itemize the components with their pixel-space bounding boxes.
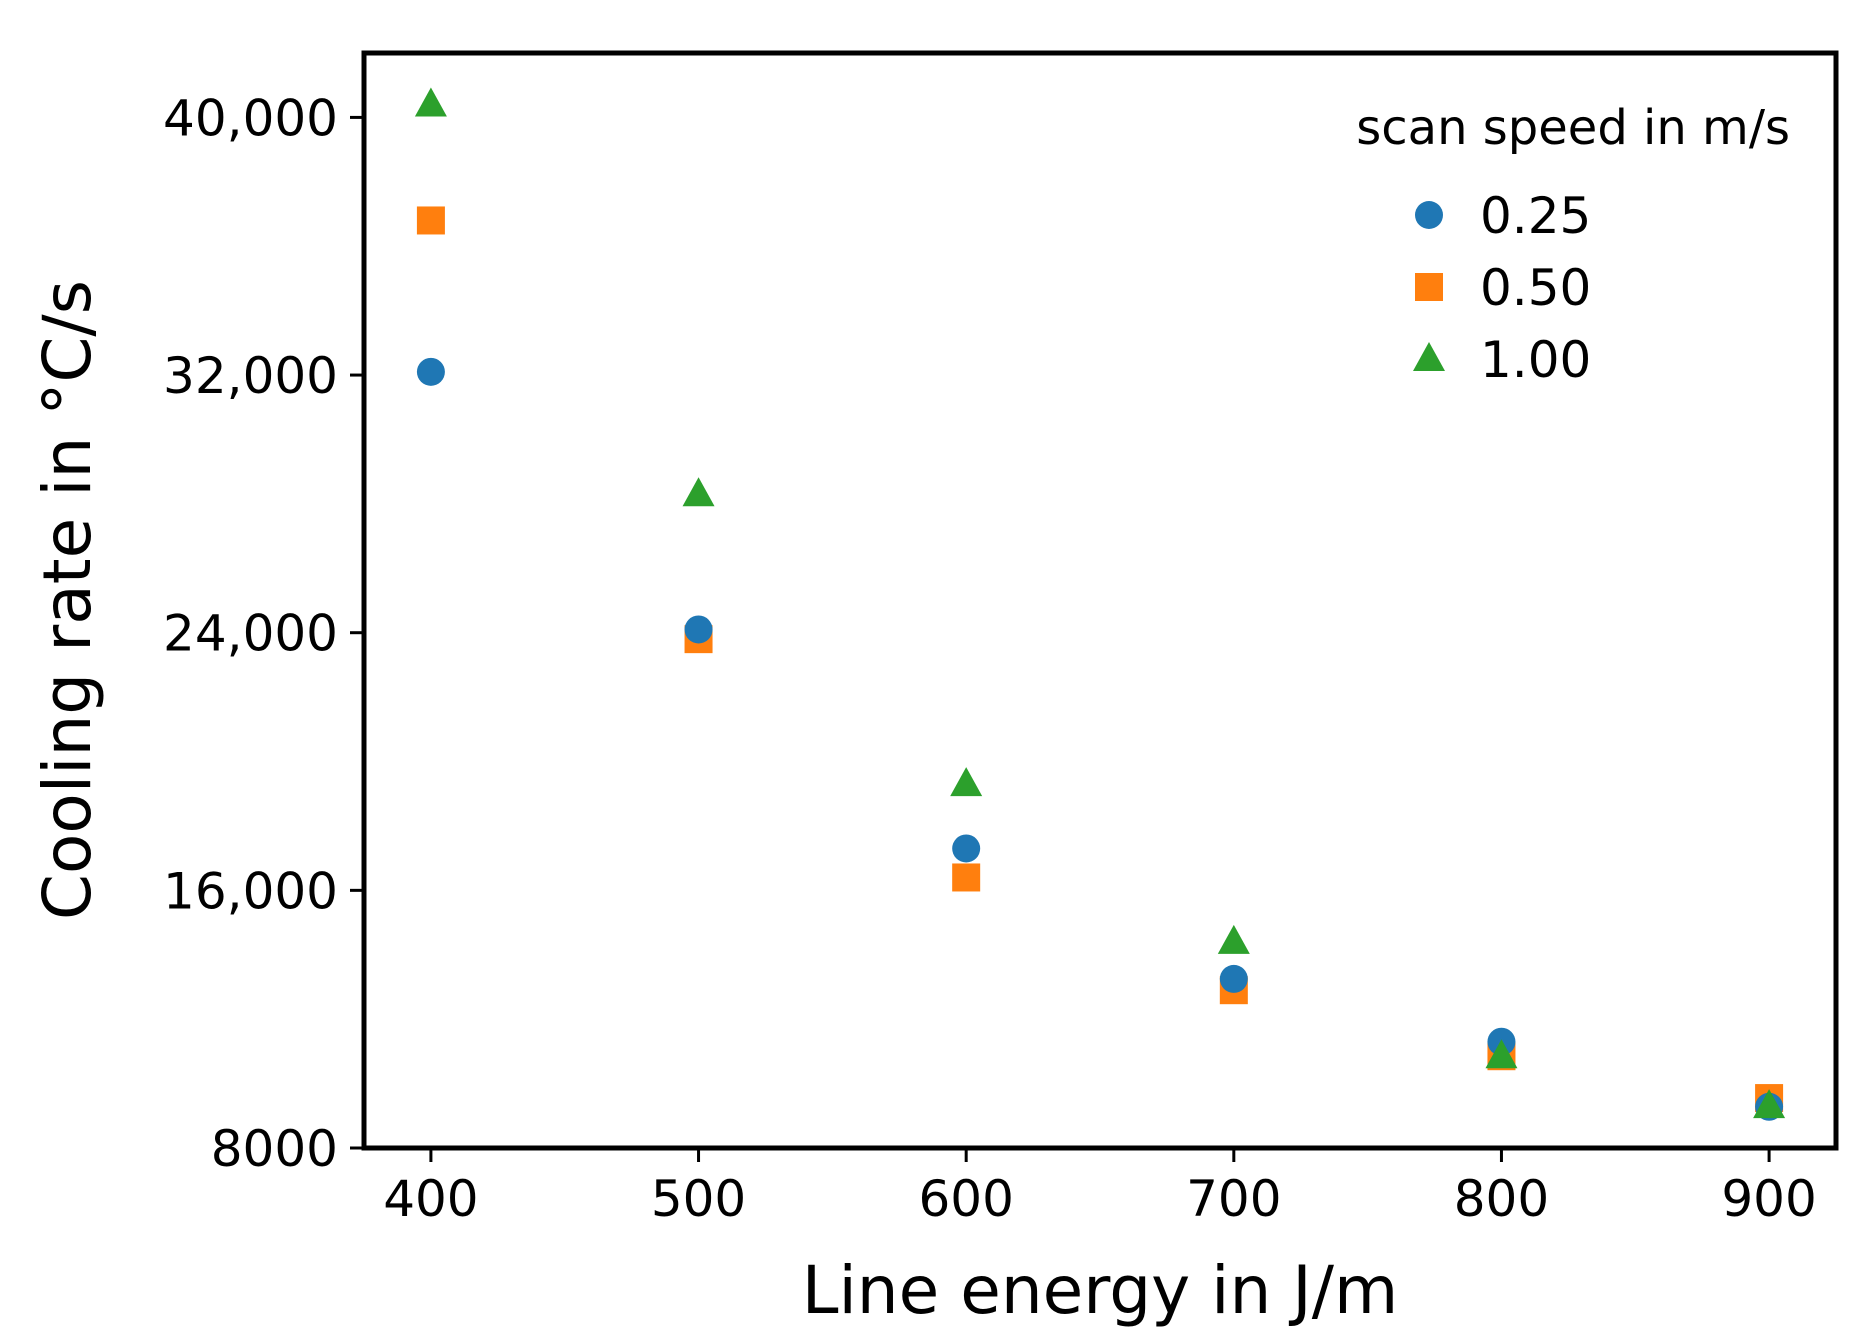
legend-label: 1.00 bbox=[1480, 331, 1591, 389]
x-tick-label: 700 bbox=[1186, 1170, 1281, 1228]
data-marks bbox=[414, 87, 1786, 1121]
y-tick-label: 32,000 bbox=[163, 347, 338, 405]
data-point bbox=[682, 477, 715, 507]
y-axis-title: Cooling rate in °C/s bbox=[29, 280, 106, 920]
legend-marker-0.25 bbox=[1415, 201, 1443, 229]
data-point bbox=[1753, 1089, 1786, 1119]
legend-label: 0.25 bbox=[1480, 187, 1591, 245]
x-tick-label: 800 bbox=[1454, 1170, 1549, 1228]
legend-title: scan speed in m/s bbox=[1356, 100, 1790, 156]
x-tick-label: 900 bbox=[1721, 1170, 1816, 1228]
y-tick-label: 16,000 bbox=[163, 862, 338, 920]
data-point bbox=[1485, 1039, 1518, 1069]
y-tick-label: 8000 bbox=[211, 1120, 338, 1178]
x-tick-label: 600 bbox=[918, 1170, 1013, 1228]
legend-label: 0.50 bbox=[1480, 259, 1591, 317]
legend-items: 0.25 0.50 1.00 bbox=[1413, 187, 1591, 389]
y-tick-label: 40,000 bbox=[163, 89, 338, 147]
legend-marker-0.50 bbox=[1415, 273, 1443, 301]
data-point bbox=[1217, 924, 1250, 954]
data-point bbox=[416, 357, 445, 386]
data-point bbox=[684, 615, 713, 644]
plot-frame bbox=[361, 50, 1839, 1151]
data-point bbox=[952, 863, 981, 892]
x-tick-label: 400 bbox=[383, 1170, 478, 1228]
data-point bbox=[950, 767, 983, 797]
data-point bbox=[414, 87, 447, 117]
x-tick-label: 500 bbox=[651, 1170, 746, 1228]
legend: scan speed in m/s 0.25 0.50 1.00 bbox=[1356, 100, 1790, 389]
x-axis: 400 500 600 700 800 900 bbox=[383, 1148, 1817, 1228]
data-point bbox=[416, 206, 445, 235]
data-point bbox=[1219, 964, 1248, 993]
y-tick-label: 24,000 bbox=[163, 605, 338, 663]
legend-marker-1.00 bbox=[1413, 342, 1445, 371]
x-axis-title: Line energy in J/m bbox=[802, 1252, 1399, 1329]
series-1.00 bbox=[414, 87, 1786, 1119]
y-axis: 8000 16,000 24,000 32,000 40,000 bbox=[163, 89, 364, 1178]
series-0.25 bbox=[416, 357, 1784, 1121]
data-point bbox=[952, 834, 981, 863]
